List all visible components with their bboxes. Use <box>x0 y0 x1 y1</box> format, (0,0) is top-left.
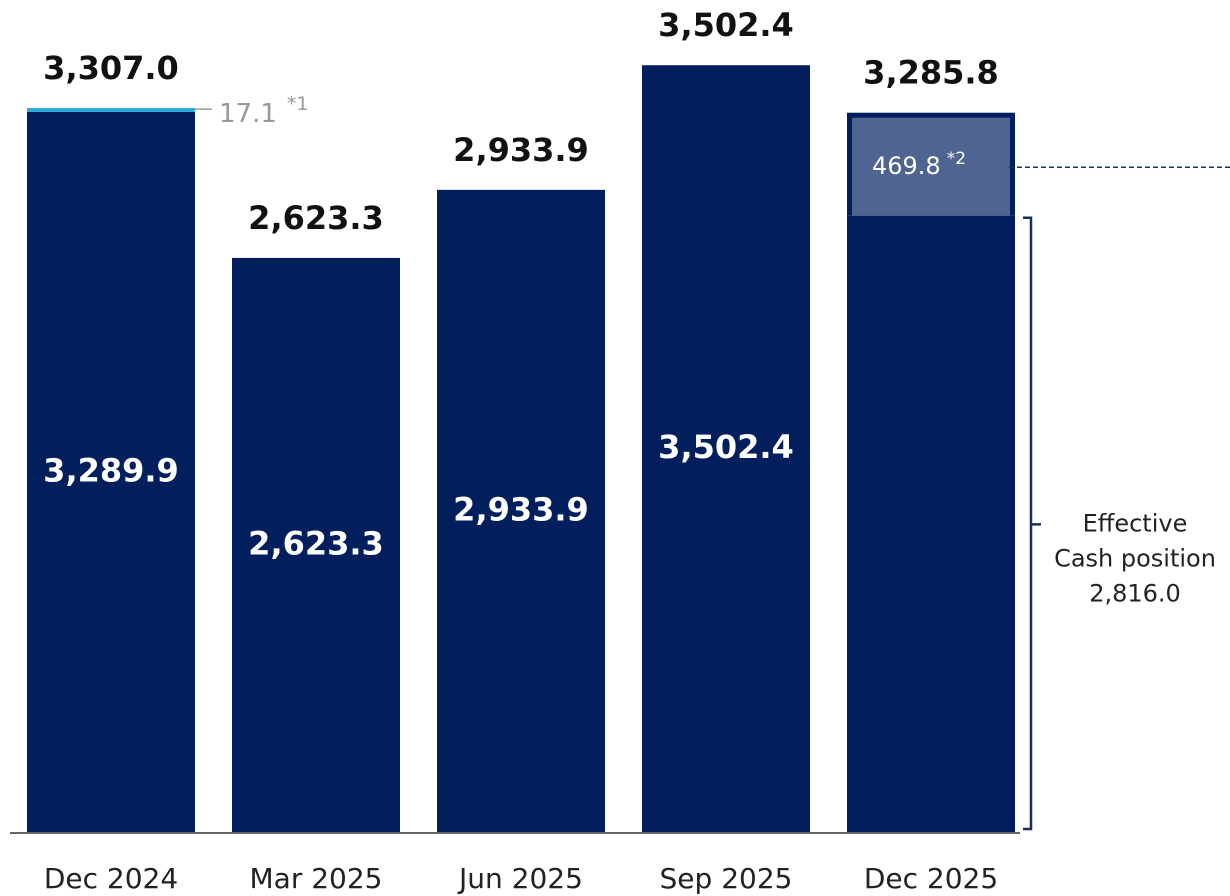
bar-segment <box>27 108 195 112</box>
segment-value: 17.1 <box>219 99 277 129</box>
bar-value-label: 2,933.9 <box>453 490 589 528</box>
x-tick-label: Mar 2025 <box>250 862 383 895</box>
total-label: 3,502.4 <box>658 6 794 44</box>
x-tick-label: Dec 2025 <box>864 862 998 895</box>
footnote-mark: *2 <box>947 149 966 169</box>
annotation-text: Cash position <box>1054 544 1216 572</box>
total-label: 2,623.3 <box>248 199 384 237</box>
footnote-mark: *1 <box>287 93 309 115</box>
bar-segment <box>27 111 195 834</box>
total-label: 3,307.0 <box>43 49 179 87</box>
segment-label: 17.1 *1 <box>219 93 308 129</box>
total-label: 3,285.8 <box>863 54 999 92</box>
bracket <box>1023 216 1041 831</box>
bar-value-label: 3,502.4 <box>658 428 794 466</box>
annotation-value: 2,816.0 <box>1089 579 1181 607</box>
bar-value-label: 2,623.3 <box>248 524 384 562</box>
total-label: 2,933.9 <box>453 131 589 169</box>
bar-segment <box>847 215 1015 834</box>
bar-segment <box>642 65 810 833</box>
bar-segment <box>232 257 400 833</box>
bar-value-label: 3,289.9 <box>43 451 179 489</box>
x-tick-label: Dec 2024 <box>44 862 178 895</box>
annotation-text: Effective <box>1083 509 1188 537</box>
segment-value: 469.8 <box>872 152 941 180</box>
bar-segment <box>437 189 605 834</box>
x-tick-label: Jun 2025 <box>457 862 583 895</box>
bar-segment <box>852 117 1010 216</box>
segment-label: 469.8 *2 <box>872 149 966 180</box>
x-tick-label: Sep 2025 <box>660 862 793 895</box>
